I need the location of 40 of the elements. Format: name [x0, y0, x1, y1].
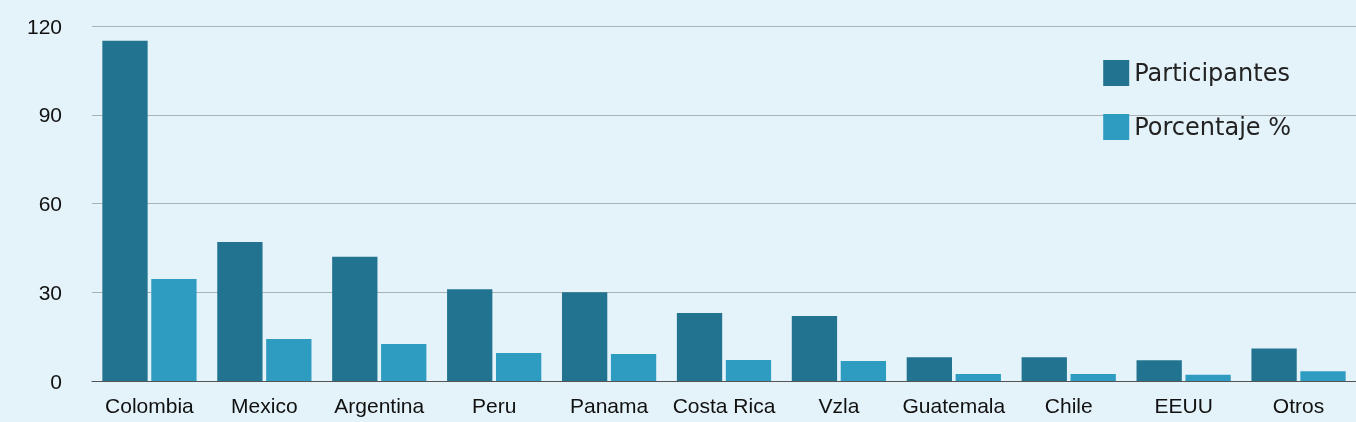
x-tick-label: Otros	[1272, 394, 1325, 417]
bar	[447, 289, 493, 381]
x-tick-label: Mexico	[231, 394, 298, 417]
y-tick-label: 90	[38, 103, 62, 127]
x-tick-label: Guatemala	[902, 394, 1006, 417]
bar	[561, 292, 608, 381]
bar	[1300, 371, 1346, 381]
x-tick-label: EEUU	[1154, 394, 1213, 417]
bar	[725, 360, 772, 381]
x-tick-label: Peru	[472, 394, 517, 417]
x-tick-label: Panama	[569, 394, 649, 417]
bar	[791, 315, 838, 381]
x-tick-label: Costa Rica	[672, 394, 776, 417]
bar	[217, 241, 263, 381]
bar	[381, 344, 427, 381]
y-tick-label: 0	[50, 369, 62, 393]
bar	[1070, 373, 1116, 381]
bar	[840, 360, 887, 381]
bar	[610, 354, 657, 381]
bar	[906, 357, 953, 381]
y-tick-label: 30	[38, 280, 62, 304]
y-tick-label: 60	[38, 192, 62, 215]
bar	[1021, 357, 1067, 381]
bar	[102, 40, 148, 381]
bar	[1136, 360, 1182, 381]
x-tick-label: Chile	[1044, 394, 1093, 417]
bar	[1185, 374, 1231, 381]
bar	[266, 338, 312, 381]
x-tick-label: Vzla	[818, 394, 860, 417]
x-tick-label: Colombia	[105, 394, 195, 417]
bar	[332, 256, 378, 381]
legend-label: Participantes	[1134, 59, 1290, 87]
bar	[151, 278, 197, 381]
y-tick-label: 120	[26, 14, 62, 38]
x-tick-label: Argentina	[334, 394, 425, 417]
legend-label: Porcentaje %	[1134, 113, 1291, 141]
bar	[955, 373, 1001, 381]
bar	[1251, 348, 1297, 381]
bar	[495, 352, 542, 381]
bar	[676, 312, 723, 381]
